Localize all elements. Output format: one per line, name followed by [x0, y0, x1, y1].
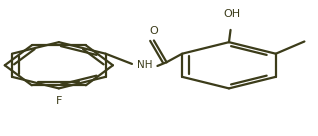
Text: NH: NH — [137, 60, 152, 70]
Text: F: F — [56, 96, 62, 106]
Text: O: O — [149, 26, 158, 36]
Text: OH: OH — [224, 9, 241, 19]
